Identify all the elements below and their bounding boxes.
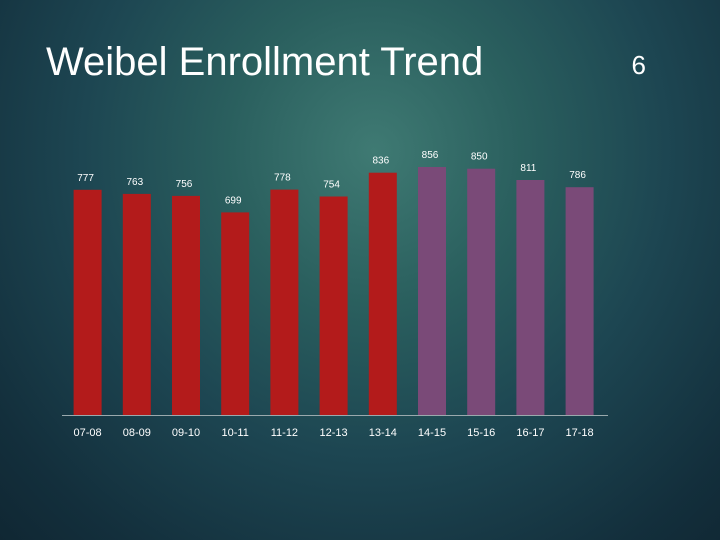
slide-title: Weibel Enrollment Trend — [46, 40, 484, 84]
bar-15-16 — [467, 168, 496, 415]
data-label-07-08: 777 — [77, 173, 94, 184]
data-label-08-09: 763 — [126, 177, 143, 188]
bar-10-11 — [221, 212, 250, 415]
x-tick-label-08-09: 08-09 — [123, 427, 151, 439]
x-tick-label-09-10: 09-10 — [172, 427, 200, 439]
bar-08-09 — [122, 193, 151, 415]
x-tick-label-07-08: 07-08 — [74, 427, 102, 439]
bar-09-10 — [172, 195, 200, 415]
data-label-10-11: 699 — [225, 195, 242, 206]
data-label-14-15: 856 — [422, 150, 439, 161]
bar-16-17 — [516, 180, 545, 415]
x-tick-label-10-11: 10-11 — [222, 427, 249, 439]
x-tick-label-12-13: 12-13 — [320, 427, 348, 439]
x-tick-label-13-14: 13-14 — [369, 427, 397, 439]
x-tick-label-16-17: 16-17 — [516, 427, 544, 439]
bar-14-15 — [418, 167, 446, 415]
bar-12-13 — [319, 196, 348, 415]
data-label-09-10: 756 — [176, 179, 193, 190]
data-label-12-13: 754 — [323, 180, 340, 191]
data-label-16-17: 811 — [520, 163, 536, 174]
bar-07-08 — [73, 189, 102, 415]
x-tick-label-11-12: 11-12 — [271, 427, 298, 439]
bar-17-18 — [565, 187, 594, 415]
x-tick-label-17-18: 17-18 — [566, 427, 594, 439]
data-label-17-18: 786 — [569, 170, 586, 181]
data-label-11-12: 778 — [274, 173, 291, 184]
data-label-15-16: 850 — [471, 152, 488, 163]
bar-13-14 — [368, 172, 397, 415]
x-tick-label-15-16: 15-16 — [467, 427, 495, 439]
bar-11-12 — [270, 189, 299, 415]
x-tick-label-14-15: 14-15 — [418, 427, 446, 439]
data-label-13-14: 836 — [372, 156, 389, 167]
slide-number: 6 — [631, 50, 646, 80]
